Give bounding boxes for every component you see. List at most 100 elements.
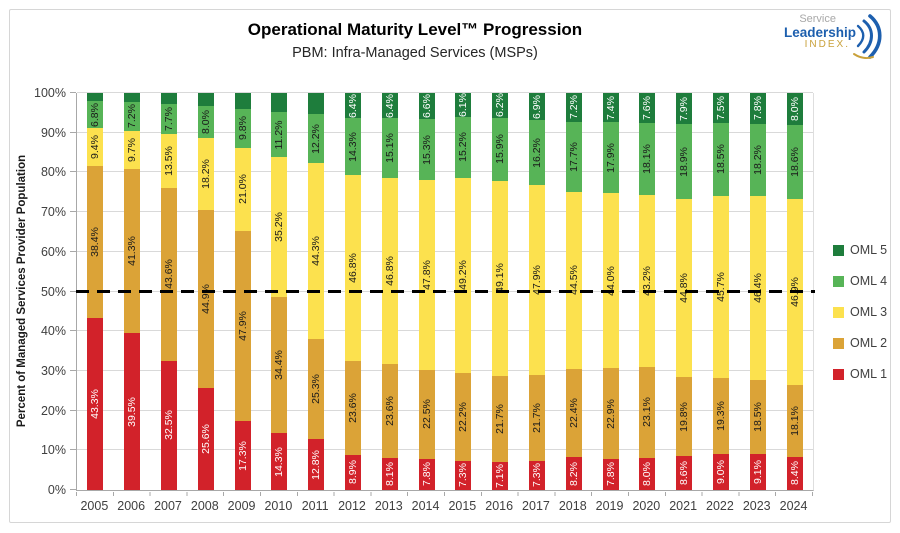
segment-label: 23.1% (641, 397, 654, 428)
bar-segment-oml-3: 13.5% (160, 134, 177, 188)
segment-label: 7.2% (126, 104, 139, 129)
bar-segment-oml-2: 19.8% (676, 377, 693, 456)
bar-segment-oml-1: 7.8% (602, 459, 619, 490)
bar-segment-oml-3: 9.4% (87, 128, 104, 166)
x-axis-label: 2023 (742, 499, 771, 513)
stacked-bar-2024: 8.0%18.6%46.9%18.1%8.4% (786, 93, 803, 490)
segment-label: 14.3% (273, 446, 286, 477)
bar-segment-oml-2: 22.2% (455, 372, 472, 461)
bar-segment-oml-3: 9.7% (124, 130, 141, 170)
segment-label: 8.4% (788, 461, 801, 486)
segment-label: 25.3% (310, 374, 323, 404)
segment-label: 19.3% (714, 401, 727, 431)
bar-segment-oml-3: 21.0% (234, 147, 251, 232)
bar-column: 7.4% 17.9% 44.0% 22.9% 7.8% (592, 93, 629, 490)
bar-segment-oml-2: 44.9% (197, 210, 214, 389)
x-axis-label: 2016 (485, 499, 514, 513)
stacked-bar-2019: 7.4% 17.9% 44.0% 22.9% 7.8% (602, 93, 619, 490)
segment-label: 23.6% (383, 396, 396, 426)
legend-swatch (833, 368, 844, 380)
gridline (77, 409, 813, 411)
bar-segment-oml-2: 22.4% (565, 368, 582, 458)
bar-segment-oml-5: 7.9% (676, 93, 693, 125)
segment-label: 6.4% (383, 93, 396, 118)
bar-segment-oml-1: 7.8% (418, 459, 435, 490)
logo-word-index: INDEX. (804, 38, 850, 50)
bar-column: 7.5% 18.5% 45.7% 19.3% 9.0% (703, 93, 740, 490)
gridline (77, 330, 813, 332)
x-axis-label: 2005 (80, 499, 109, 513)
segment-label: 7.5% (714, 95, 727, 120)
bar-column: 7.6% 18.1% 43.2% 23.1% 8.0% (629, 93, 666, 490)
gridline (77, 449, 813, 451)
chart-title: Operational Maturity Level™ Progression (247, 20, 583, 39)
gridline (77, 211, 813, 213)
segment-label: 8.0% (641, 462, 654, 487)
bar-segment-oml-5: 7.6% (639, 93, 656, 124)
y-tick-label: 10% (40, 443, 66, 458)
legend-label: OML 5 (850, 243, 888, 257)
bar-segment-oml-1: 8.0% (639, 458, 656, 490)
y-axis-tick (70, 409, 76, 411)
segment-label: 43.6% (162, 259, 175, 290)
bar-segment-oml-4: 6.8% (87, 101, 104, 129)
bar-segment-oml-3: 46.8% (344, 175, 361, 361)
y-tick-label: 50% (40, 284, 66, 299)
segment-label: 9.0% (714, 460, 727, 485)
bar-segment-oml-3: 44.0% (602, 193, 619, 369)
bar-segment-oml-4: 12.2% (308, 114, 325, 163)
segment-label: 47.9% (236, 311, 249, 342)
segment-label: 32.5% (162, 410, 175, 441)
y-axis-tick (70, 330, 76, 332)
segment-label: 18.1% (788, 405, 801, 436)
segment-label: 6.1% (457, 93, 470, 118)
x-axis-label: 2007 (154, 499, 182, 513)
bar-segment-oml-1: 39.5% (124, 333, 141, 490)
y-axis-tick (70, 290, 76, 292)
segment-label: 6.2% (494, 93, 507, 118)
fifty-percent-reference-line (76, 290, 815, 293)
legend-label: OML 1 (850, 367, 888, 381)
y-axis-tick (70, 489, 76, 490)
bar-column: 7.7% 13.5% 43.6% 32.5% (151, 93, 188, 490)
logo-word-service: Service (799, 13, 836, 25)
segment-label: 15.2% (457, 132, 470, 163)
bar-segment-oml-4: 15.3% (418, 119, 435, 180)
segment-label: 6.4% (346, 93, 359, 118)
bar-segment-oml-5 (160, 93, 177, 104)
segment-label: 11.2% (273, 120, 286, 150)
bar-segment-oml-3: 43.2% (639, 195, 656, 367)
x-axis-label: 2017 (522, 499, 550, 513)
chart-frame (9, 9, 891, 523)
segment-label: 46.8% (346, 253, 359, 283)
bar-segment-oml-4: 18.9% (676, 124, 693, 200)
legend-swatch (833, 275, 844, 287)
bar-column: 7.2% 17.7% 44.5% 22.4% 8.2% (555, 93, 592, 490)
segment-label: 21.7% (494, 403, 507, 434)
segment-label: 7.6% (641, 96, 654, 121)
bar-segment-oml-2: 23.6% (381, 364, 398, 458)
segment-label: 41.3% (126, 236, 139, 267)
bar-segment-oml-5 (271, 93, 288, 113)
bar-segment-oml-3: 18.2% (197, 137, 214, 211)
segment-label: 8.6% (678, 460, 691, 485)
bar-segment-oml-5: 6.4% (344, 93, 361, 119)
segment-label: 16.2% (530, 137, 543, 168)
bar-segment-oml-2: 47.9% (234, 231, 251, 422)
bar-segment-oml-4: 18.5% (712, 122, 729, 197)
bar-segment-oml-1: 7.1% (492, 461, 509, 490)
bar-segment-oml-4: 7.2% (124, 102, 141, 131)
bar-segment-oml-5: 7.5% (712, 93, 729, 123)
segment-label: 17.3% (236, 440, 249, 471)
legend-swatch (833, 337, 844, 349)
bar-segment-oml-3: 44.5% (565, 191, 582, 369)
x-axis-label: 2006 (117, 499, 146, 513)
segment-label: 46.4% (751, 273, 764, 304)
bar-segment-oml-5 (124, 93, 141, 103)
bar-segment-oml-5: 6.2% (492, 93, 509, 118)
gridline (77, 131, 813, 133)
stacked-bar-2010: 11.2% 35.2% 34.4% 14.3% (271, 93, 288, 490)
bar-segment-oml-5: 7.8% (749, 93, 766, 124)
bar-segment-oml-5 (197, 93, 214, 107)
